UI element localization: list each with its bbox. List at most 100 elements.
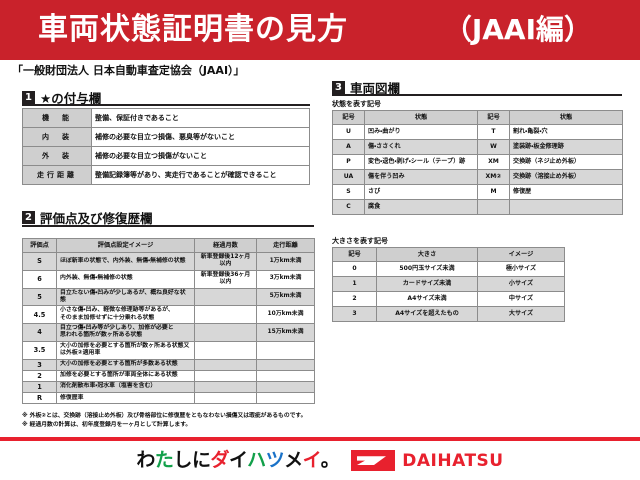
footer-divider [0, 437, 640, 441]
table-row: C 腐食 [332, 199, 623, 215]
table-row: 3.5 大小の加修を必要とする箇所が数ヶ所ある状態又 は外板②適用車 [22, 340, 315, 360]
size-symbol: 1 [332, 276, 377, 292]
condition-left: 凹み・曲がり [364, 124, 478, 140]
score-value: 5 [22, 287, 57, 307]
page-title: 車両状態証明書の見方 [38, 12, 348, 47]
tagline-char: ハ [247, 449, 266, 471]
criteria-value: 整備、保証付きであること [91, 108, 310, 128]
section-3-title: 車両図欄 [350, 81, 401, 96]
evaluation-score-head: 評価点 評価点設定イメージ 経過月数 走行距離 [22, 238, 315, 253]
table-row: 4 目立つ傷・凹み等が少しあり、加修が必要と 思われる箇所が数ヶ所ある状態 15万… [22, 323, 315, 342]
section-1-title: ★の付与欄 [40, 91, 102, 106]
symbol-right: XM [477, 154, 510, 170]
star-criteria-table: 機 能 整備、保証付きであること 内 装 補修の必要な目立つ損傷、悪臭等がないこ… [22, 108, 310, 185]
score-image: 内外装、無傷・無補修の状態 [56, 269, 195, 289]
col-header-distance: 走行距離 [256, 238, 315, 253]
size-image: 大サイズ [477, 306, 565, 322]
size-symbol: 2 [332, 291, 377, 307]
table-row: R 修復歴車 [22, 392, 315, 405]
footer-brand-bar: わたしにダイハツメイ。 DAIHATSU [0, 441, 640, 480]
score-distance [256, 392, 315, 405]
criteria-key: 外 装 [22, 146, 92, 166]
condition-right: 割れ・亀裂・穴 [509, 124, 623, 140]
table-row: 機 能 整備、保証付きであること [22, 108, 310, 128]
score-distance: 15万km未満 [256, 323, 315, 342]
score-distance: 3万km未満 [256, 269, 315, 289]
score-value: 3 [22, 358, 57, 371]
score-image: 目立たない傷・凹みが少しあるが、概ね良好な状態 [56, 287, 195, 307]
footnote-item: ※ 経過月数の計算は、初年度登録月を一ヶ月として計算します。 [22, 421, 192, 428]
table-row: 0 500円玉サイズ未満 極小サイズ [332, 261, 565, 277]
col-header-months: 経過月数 [194, 238, 257, 253]
tagline-char: イ [228, 449, 248, 471]
size-desc: 500円玉サイズ未満 [376, 261, 478, 277]
section-3-heading: 3 車両図欄 [332, 78, 400, 97]
section-3-rule [332, 94, 622, 96]
criteria-value: 補修の必要な目立つ損傷、悪臭等がないこと [91, 127, 310, 147]
table-row: P 変色・退色・剥げ・シール（テープ）跡 XM 交換跡（ネジ止め外板） [332, 154, 623, 170]
table-header-row: 記号 状態 記号 状態 [332, 110, 623, 125]
score-months [194, 340, 257, 360]
score-months [194, 323, 257, 342]
tagline-char: 。 [320, 449, 340, 471]
condition-symbols-subtitle: 状態を表す記号 [332, 100, 381, 108]
score-months [194, 305, 257, 324]
symbol-right: M [477, 184, 510, 200]
condition-right [509, 199, 623, 215]
condition-right: 塗装跡・板金修理跡 [509, 139, 623, 155]
section-3-number: 3 [332, 81, 345, 94]
score-months [194, 287, 257, 307]
page-title-suffix: （JAAI編） [443, 13, 592, 46]
criteria-key: 走行距離 [22, 165, 92, 185]
symbol-right: XM② [477, 169, 510, 185]
section-2-rule [22, 225, 314, 227]
condition-symbol-head: 記号 状態 記号 状態 [332, 110, 623, 125]
score-image: 修復歴車 [56, 392, 195, 405]
col-header-size: 大きさ [376, 247, 478, 262]
table-row: 3 大小の加修を必要とする箇所が多数ある状態 [22, 358, 315, 371]
condition-left: 傷を伴う凹み [364, 169, 478, 185]
condition-symbol-body: U 凹み・曲がり T 割れ・亀裂・穴 A 傷・ささくれ W 塗装跡・板金修理跡 … [332, 124, 623, 215]
section-2-number: 2 [22, 211, 35, 224]
table-row: S さび M 修復歴 [332, 184, 623, 200]
size-symbol: 0 [332, 261, 377, 277]
header-banner: 車両状態証明書の見方 （JAAI編） [0, 0, 640, 60]
table-row: UA 傷を伴う凹み XM② 交換跡（溶接止め外板） [332, 169, 623, 185]
score-image: ほぼ新車の状態で、内外装、無傷・無補修の状態 [56, 252, 195, 271]
evaluation-score-body: S ほぼ新車の状態で、内外装、無傷・無補修の状態 新車登録後12ヶ月以内 1万k… [22, 252, 315, 405]
score-image: 大小の加修を必要とする箇所が多数ある状態 [56, 358, 195, 371]
section-1-number: 1 [22, 91, 35, 104]
daihatsu-tagline: わたしにダイハツメイ。 [136, 451, 339, 470]
size-image: 極小サイズ [477, 261, 565, 277]
score-distance: 1万km未満 [256, 252, 315, 271]
size-symbol: 3 [332, 306, 377, 322]
tagline-char: イ [302, 449, 322, 471]
score-months [194, 380, 257, 394]
symbol-right: W [477, 139, 510, 155]
tagline-char: わ [136, 449, 155, 471]
condition-left: さび [364, 184, 478, 200]
condition-right: 交換跡（ネジ止め外板） [509, 154, 623, 170]
tagline-char: ダ [210, 449, 229, 471]
col-header-size-symbol: 記号 [332, 247, 377, 262]
condition-left: 変色・退色・剥げ・シール（テープ）跡 [364, 154, 478, 170]
col-header-symbol-right: 記号 [477, 110, 510, 125]
table-row: 内 装 補修の必要な目立つ損傷、悪臭等がないこと [22, 127, 310, 147]
col-header-symbol-left: 記号 [332, 110, 365, 125]
size-symbol-head: 記号 大きさ イメージ [332, 247, 565, 262]
brand-name: DAIHATSU [402, 450, 504, 471]
size-symbol-table: 記号 大きさ イメージ 0 500円玉サイズ未満 極小サイズ 1 カードサイズ未… [332, 247, 565, 322]
score-image: 大小の加修を必要とする箇所が数ヶ所ある状態又 は外板②適用車 [56, 340, 195, 360]
footnotes: ※ 外板②とは、交換跡（溶接止め外板）及び骨格部位に修復歴をともなわない損傷又は… [22, 412, 322, 430]
col-header-condition-left: 状態 [364, 110, 478, 125]
size-desc: A4サイズを超えたもの [376, 306, 478, 322]
score-distance [256, 340, 315, 360]
table-row: 4.5 小さな傷・凹み、軽微な修理跡等があるが、 そのまま加修せずに十分乗れる状態… [22, 305, 315, 324]
score-image: 加修を必要とする箇所が車両全体にある状態 [56, 369, 195, 382]
tagline-char: た [154, 449, 174, 471]
tagline-char: メ [284, 449, 303, 471]
organization-line: 「一般財団法人 日本自動車査定協会（JAAI）」 [12, 64, 245, 77]
score-image: 消化剤散布車・冠水車（塩害を含む） [56, 380, 195, 394]
symbol-left: P [332, 154, 365, 170]
table-header-row: 評価点 評価点設定イメージ 経過月数 走行距離 [22, 238, 315, 253]
